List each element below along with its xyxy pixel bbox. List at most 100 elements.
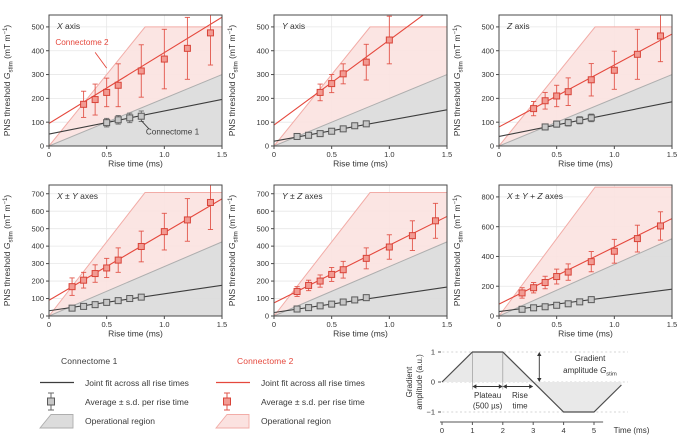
svg-text:1.0: 1.0 xyxy=(384,320,394,329)
legend-label-fit-c2: Joint fit across all rise times xyxy=(261,377,365,388)
svg-text:0: 0 xyxy=(490,142,494,151)
svg-text:500: 500 xyxy=(481,23,494,32)
svg-text:4: 4 xyxy=(562,426,566,435)
svg-text:400: 400 xyxy=(481,46,494,55)
svg-text:500: 500 xyxy=(31,224,44,233)
svg-text:time: time xyxy=(512,402,528,411)
svg-text:0.5: 0.5 xyxy=(326,150,336,159)
svg-text:800: 800 xyxy=(481,193,494,202)
svg-text:300: 300 xyxy=(31,259,44,268)
legend-connectome-1: Connectome 1 Joint fit across all rise t… xyxy=(39,356,216,430)
svg-text:1.5: 1.5 xyxy=(667,150,677,159)
svg-text:1.0: 1.0 xyxy=(609,320,619,329)
svg-text:PNS threshold Gstim (mT m−1): PNS threshold Gstim (mT m−1) xyxy=(452,195,465,307)
svg-text:−1: −1 xyxy=(426,408,435,417)
svg-text:700: 700 xyxy=(31,189,44,198)
svg-text:200: 200 xyxy=(481,282,494,291)
legend-label-region-c2: Operational region xyxy=(261,415,331,426)
svg-text:1.0: 1.0 xyxy=(159,320,169,329)
svg-text:600: 600 xyxy=(481,222,494,231)
svg-text:400: 400 xyxy=(256,242,269,251)
legend-label-average-c1: Average ± s.d. per rise time xyxy=(85,396,189,407)
svg-text:400: 400 xyxy=(256,46,269,55)
svg-text:3: 3 xyxy=(531,426,535,435)
svg-text:100: 100 xyxy=(31,294,44,303)
svg-text:X ± Y + Z axes: X ± Y + Z axes xyxy=(506,191,563,201)
svg-text:600: 600 xyxy=(31,207,44,216)
svg-text:0: 0 xyxy=(47,320,51,329)
svg-text:1: 1 xyxy=(470,426,474,435)
svg-text:1.5: 1.5 xyxy=(442,320,452,329)
svg-text:amplitude Gstim: amplitude Gstim xyxy=(563,366,617,377)
svg-text:300: 300 xyxy=(481,70,494,79)
svg-text:0.5: 0.5 xyxy=(551,150,561,159)
svg-text:(500 µs): (500 µs) xyxy=(473,402,503,411)
svg-text:Y ± Z axes: Y ± Z axes xyxy=(282,191,323,201)
svg-text:amplitude (a.u.): amplitude (a.u.) xyxy=(415,354,424,410)
operational-region-swatch-icon xyxy=(215,414,250,429)
legend-item-fit-c1: Joint fit across all rise times xyxy=(40,373,216,392)
svg-text:200: 200 xyxy=(481,94,494,103)
subplot-x-axis: 0 0.5 1.0 1.5 0 100 200 300 400 500 Rise time (ms)… xyxy=(2,14,227,169)
svg-text:0: 0 xyxy=(265,312,269,321)
subplot-xy-axes: 0 0.5 1.0 1.5 0 100 200 300 400 500 600 700 Rise tim… xyxy=(2,184,227,339)
svg-text:Plateau: Plateau xyxy=(474,391,501,400)
svg-text:0: 0 xyxy=(47,150,51,159)
fit-line-swatch-icon xyxy=(216,381,250,384)
svg-text:0: 0 xyxy=(40,142,44,151)
svg-text:Rise time (ms): Rise time (ms) xyxy=(333,159,388,169)
svg-text:PNS threshold Gstim (mT m−1): PNS threshold Gstim (mT m−1) xyxy=(452,25,465,137)
legend-item-average-c1: Average ± s.d. per rise time xyxy=(40,392,216,411)
svg-text:1.0: 1.0 xyxy=(609,150,619,159)
svg-text:Y axis: Y axis xyxy=(282,21,305,31)
svg-text:0: 0 xyxy=(497,150,501,159)
svg-text:Rise time (ms): Rise time (ms) xyxy=(108,159,163,169)
legend-item-region-c2: Operational region xyxy=(215,411,446,430)
svg-text:0: 0 xyxy=(490,312,494,321)
svg-text:0.5: 0.5 xyxy=(551,320,561,329)
svg-text:100: 100 xyxy=(256,118,269,127)
subplot-z-axis: 0 0.5 1.0 1.5 0 100 200 300 400 500 Rise time (ms)… xyxy=(452,14,677,169)
svg-text:400: 400 xyxy=(31,46,44,55)
svg-text:1.5: 1.5 xyxy=(667,320,677,329)
legend-label-average-c2: Average ± s.d. per rise time xyxy=(261,396,365,407)
svg-text:0: 0 xyxy=(40,312,44,321)
legend-item-average-c2: Average ± s.d. per rise time xyxy=(216,392,446,411)
svg-text:0: 0 xyxy=(272,320,276,329)
svg-text:400: 400 xyxy=(481,252,494,261)
svg-text:Rise time (ms): Rise time (ms) xyxy=(108,329,163,339)
svg-text:Connectome 2: Connectome 2 xyxy=(55,38,109,47)
svg-text:Connectome 1: Connectome 1 xyxy=(146,128,200,137)
svg-text:0: 0 xyxy=(440,426,444,435)
svg-text:0: 0 xyxy=(431,378,435,387)
svg-text:1.0: 1.0 xyxy=(384,150,394,159)
svg-text:500: 500 xyxy=(256,224,269,233)
svg-text:100: 100 xyxy=(256,294,269,303)
svg-text:X ± Y axes: X ± Y axes xyxy=(56,191,98,201)
svg-text:PNS threshold Gstim (mT m−1): PNS threshold Gstim (mT m−1) xyxy=(2,195,15,307)
svg-text:0.5: 0.5 xyxy=(101,320,111,329)
svg-text:0: 0 xyxy=(265,142,269,151)
svg-text:200: 200 xyxy=(256,277,269,286)
subplot-y-axis: 0 0.5 1.0 1.5 0 100 200 300 400 500 Rise time (ms)… xyxy=(227,14,452,169)
svg-text:PNS threshold Gstim (mT m−1): PNS threshold Gstim (mT m−1) xyxy=(2,25,15,137)
legend-item-region-c1: Operational region xyxy=(39,411,216,430)
svg-text:500: 500 xyxy=(256,23,269,32)
svg-text:PNS threshold Gstim (mT m−1): PNS threshold Gstim (mT m−1) xyxy=(227,25,240,137)
svg-text:100: 100 xyxy=(481,118,494,127)
svg-text:Rise: Rise xyxy=(512,391,529,400)
svg-text:300: 300 xyxy=(256,259,269,268)
operational-region-swatch-icon xyxy=(39,414,74,429)
svg-text:Rise time (ms): Rise time (ms) xyxy=(558,329,613,339)
legend-item-fit-c2: Joint fit across all rise times xyxy=(216,373,446,392)
svg-text:700: 700 xyxy=(256,189,269,198)
svg-text:1.5: 1.5 xyxy=(217,320,227,329)
svg-text:PNS threshold Gstim (mT m−1): PNS threshold Gstim (mT m−1) xyxy=(227,195,240,307)
svg-text:200: 200 xyxy=(256,94,269,103)
svg-text:X axis: X axis xyxy=(56,21,80,31)
subplot-xyz-axes: 0 0.5 1.0 1.5 0 200 400 600 800 Rise time (ms) PNS… xyxy=(452,184,677,339)
svg-text:0: 0 xyxy=(497,320,501,329)
svg-text:Z axis: Z axis xyxy=(506,21,530,31)
legend-label-fit-c1: Joint fit across all rise times xyxy=(85,377,189,388)
